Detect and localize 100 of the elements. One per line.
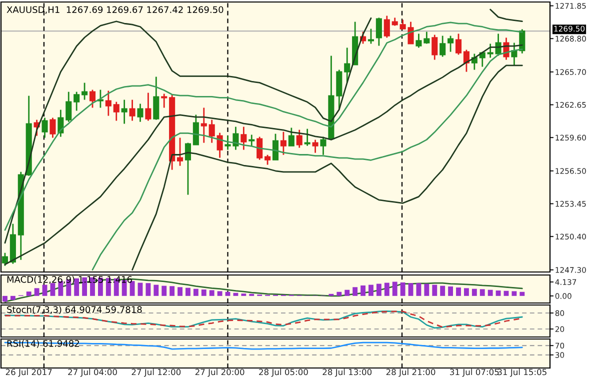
x-tick-label: 27 Jul 20:00: [195, 368, 244, 377]
x-tick-label: 27 Jul 04:00: [68, 368, 117, 377]
bar: [456, 287, 461, 296]
candlestick: [200, 107, 207, 144]
candlestick: [208, 119, 215, 144]
candlestick: [368, 28, 374, 44]
candlestick: [82, 82, 88, 100]
candlestick: [66, 91, 72, 123]
candlestick: [145, 92, 152, 122]
bar: [10, 296, 16, 300]
candlestick: [153, 76, 160, 120]
candlestick: [471, 53, 478, 70]
candlestick: [97, 89, 104, 108]
candlestick: [2, 252, 8, 267]
bar: [50, 283, 56, 296]
bar: [201, 290, 206, 296]
bar: [193, 288, 198, 296]
candlestick: [463, 49, 470, 73]
candlestick: [184, 142, 191, 196]
candlestick: [264, 154, 271, 166]
bar: [464, 288, 469, 296]
bar: [344, 290, 350, 296]
chart-title: Stoch(7,3,3) 64.9074 59.7818: [7, 306, 142, 314]
candlestick: [312, 139, 318, 154]
line-series: [4, 342, 523, 350]
candlestick: [137, 103, 144, 123]
bar: [448, 286, 454, 296]
x-tick-label: 28 Jul 21:00: [386, 368, 436, 377]
candlestick: [256, 136, 263, 160]
bar: [74, 278, 80, 296]
x-tick-label: 28 Jul 13:00: [322, 368, 372, 377]
candlestick: [448, 35, 454, 52]
chart-title: XAUUSD,H1 1267.69 1269.67 1267.42 1269.50: [6, 6, 224, 14]
candlestick: [320, 136, 326, 156]
bar: [472, 288, 477, 296]
bar: [42, 284, 48, 296]
bar: [209, 290, 214, 296]
bar: [336, 292, 342, 296]
bar: [368, 284, 374, 296]
candlestick: [89, 89, 96, 108]
x-tick-label: 31 Jul 15:05: [498, 368, 546, 377]
bar: [170, 286, 175, 296]
bar: [384, 282, 390, 296]
candlestick: [113, 101, 120, 122]
bar: [26, 292, 32, 296]
candlestick: [177, 137, 184, 167]
candlestick: [336, 69, 342, 110]
candlestick: [161, 93, 168, 108]
candlestick: [192, 114, 199, 146]
candlestick: [288, 127, 294, 147]
candlestick: [280, 131, 286, 156]
bar: [400, 282, 406, 296]
bar: [360, 285, 366, 296]
candlestick: [416, 33, 422, 48]
x-tick-label: 27 Jul 12:00: [132, 368, 181, 377]
candlestick: [50, 117, 56, 138]
bar: [352, 287, 358, 296]
candlestick: [296, 129, 302, 148]
candlestick: [511, 42, 518, 66]
bar: [520, 292, 525, 296]
bar: [512, 291, 517, 296]
candlestick: [304, 128, 310, 147]
candlestick: [376, 17, 382, 46]
candlestick: [272, 133, 279, 160]
x-tick-label: 28 Jul 05:00: [259, 368, 308, 377]
x-tick-label: 26 Jul 2017: [6, 368, 52, 377]
candlestick: [344, 47, 350, 84]
bar: [416, 283, 422, 296]
bar: [186, 288, 190, 296]
x-tick-label: 31 Jul 07:05: [450, 368, 499, 377]
bar: [138, 282, 143, 296]
bar: [217, 291, 222, 296]
candlestick: [384, 15, 390, 38]
bar: [233, 292, 238, 296]
bar: [178, 287, 182, 296]
candlestick: [440, 35, 446, 58]
bar: [424, 284, 430, 296]
bar: [432, 284, 438, 296]
bar: [146, 283, 151, 296]
candlestick: [432, 34, 438, 60]
candlestick: [487, 43, 494, 58]
candlestick: [248, 134, 255, 147]
candlestick: [455, 33, 462, 56]
candlestick: [105, 90, 112, 117]
bar: [130, 281, 135, 296]
bar: [496, 290, 501, 296]
candlestick: [216, 132, 223, 158]
bar: [2, 296, 8, 302]
candlestick: [129, 99, 136, 122]
candlestick: [240, 126, 247, 150]
bar: [34, 288, 40, 296]
line-series: [132, 64, 523, 271]
candlestick: [74, 91, 80, 112]
bar: [504, 290, 509, 296]
bar: [162, 286, 167, 296]
bar: [376, 284, 382, 296]
bar: [408, 283, 414, 296]
bar: [392, 282, 398, 296]
bar: [480, 289, 485, 296]
bar: [154, 284, 159, 296]
